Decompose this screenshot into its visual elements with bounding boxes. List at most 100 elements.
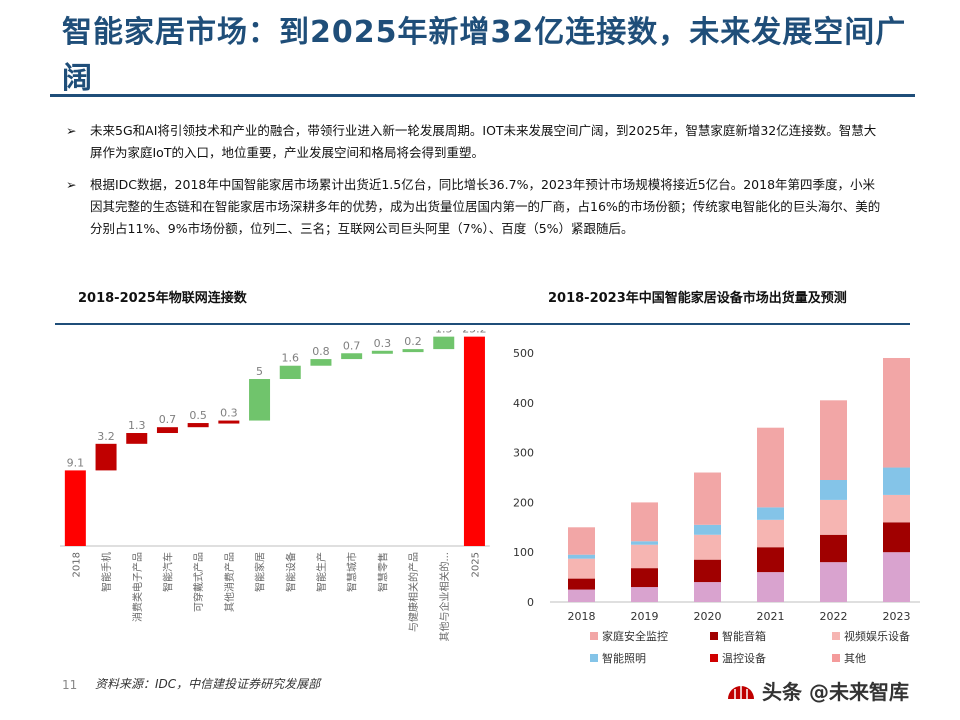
arrow-bullet-icon: ➢: [66, 123, 77, 138]
stacked-bar-segment: [568, 558, 595, 579]
waterfall-chart-title: 2018-2025年物联网连接数: [78, 291, 247, 306]
stacked-bar-segment: [820, 499, 847, 535]
x-tick-label: 2021: [757, 610, 785, 623]
x-tick-label: 智能家居: [254, 552, 267, 592]
logo-icon: [728, 685, 754, 699]
data-label: 9.1: [67, 456, 85, 469]
data-label: 0.7: [159, 413, 177, 426]
data-label: 0.3: [220, 407, 238, 420]
bullet-text: 根据IDC数据，2018年中国智能家居市场累计出货近1.5亿台，同比增长36.7…: [90, 177, 881, 236]
stacked-bar-segment: [694, 472, 721, 525]
title-divider: [50, 94, 915, 97]
x-tick-label: 2019: [631, 610, 659, 623]
stacked-bar-segment: [820, 562, 847, 602]
stacked-bar-segment: [631, 587, 658, 602]
bullet-item: ➢ 未来5G和AI将引领技术和产业的融合，带领行业进入新一轮发展周期。IOT未来…: [66, 120, 886, 164]
y-tick-label: 500: [513, 347, 534, 360]
watermark-text: 头条 @未来智库: [762, 680, 909, 704]
data-label: 1.5: [435, 330, 453, 336]
waterfall-bar: [249, 379, 271, 421]
y-tick-label: 300: [513, 447, 534, 460]
stacked-bar-segment: [757, 507, 784, 520]
waterfall-bar: [310, 359, 332, 366]
waterfall-bar: [371, 350, 393, 354]
stacked-bar-segment: [883, 357, 910, 468]
data-label: 0.2: [404, 335, 422, 348]
stacked-bar-segment: [631, 544, 658, 569]
waterfall-bar: [95, 443, 117, 471]
x-tick-label: 其他与企业相关的...: [438, 552, 451, 642]
bullet-list: ➢ 未来5G和AI将引领技术和产业的融合，带领行业进入新一轮发展周期。IOT未来…: [66, 120, 886, 250]
legend-label: 家庭安全监控: [602, 629, 668, 643]
legend-swatch: [710, 632, 718, 640]
stacked-bar-chart: 0 100 200 300 400 500 2018 2019 2020 2021 2022 2023…: [513, 347, 920, 665]
waterfall-bar: [341, 353, 363, 360]
stacked-bar-segment: [820, 479, 847, 500]
stacked-bar-segment: [883, 494, 910, 523]
stacked-bar-segment: [631, 502, 658, 542]
waterfall-bar: [463, 336, 485, 546]
x-tick-label: 2020: [694, 610, 722, 623]
x-tick-label: 智能汽车: [161, 552, 174, 592]
waterfall-bar: [433, 336, 455, 350]
legend-label: 智能照明: [602, 651, 646, 665]
data-label: 25.2: [462, 330, 487, 336]
waterfall-bar: [218, 420, 240, 424]
stacked-bar-segment: [694, 524, 721, 535]
legend-swatch: [710, 654, 718, 662]
x-tick-label: 消费类电子产品: [131, 552, 144, 622]
legend-label: 智能音箱: [722, 629, 766, 643]
waterfall-bar: [402, 349, 424, 353]
waterfall-bar: [279, 365, 301, 380]
stacked-chart-title: 2018-2023年中国智能家居设备市场出货量及预测: [548, 291, 847, 306]
stacked-bar-segment: [568, 589, 595, 602]
x-tick-label: 可穿戴式产品: [192, 552, 205, 612]
stacked-bar-segment: [757, 547, 784, 573]
stacked-bar-segment: [694, 582, 721, 602]
x-tick-label: 智能生产: [315, 552, 328, 592]
stacked-bar-segment: [883, 552, 910, 602]
stacked-bar-segment: [568, 554, 595, 559]
y-tick-label: 100: [513, 546, 534, 559]
waterfall-bar: [126, 433, 148, 444]
data-label: 0.5: [189, 409, 207, 422]
watermark: 头条 @未来智库: [726, 676, 909, 705]
stacked-bar-segment: [568, 578, 595, 590]
data-label: 0.8: [312, 345, 330, 358]
arrow-bullet-icon: ➢: [66, 177, 77, 192]
x-tick-label: 2018: [568, 610, 596, 623]
stacked-bar-segment: [694, 559, 721, 583]
x-tick-label: 2023: [883, 610, 911, 623]
data-label: 0.7: [343, 339, 361, 352]
legend-swatch: [832, 632, 840, 640]
bullet-item: ➢ 根据IDC数据，2018年中国智能家居市场累计出货近1.5亿台，同比增长36…: [66, 174, 886, 240]
data-label: 0.3: [374, 337, 392, 350]
legend-swatch: [590, 632, 598, 640]
y-tick-label: 0: [527, 596, 534, 609]
slide-title: 智能家居市场：到2025年新增32亿连接数，未来发展空间广阔: [62, 15, 907, 96]
stacked-bar-segment: [757, 519, 784, 548]
y-tick-label: 400: [513, 397, 534, 410]
stacked-bar-segment: [820, 400, 847, 480]
stacked-bar-segment: [757, 427, 784, 508]
waterfall-chart: 9.1 2018 3.2 智能手机 1.3 消费类电子产品 0.7 智能汽车 0.5 可穿戴式产品…: [60, 330, 490, 642]
legend-label: 视频娱乐设备: [844, 629, 910, 643]
data-label: 3.2: [97, 430, 115, 443]
stacked-bar-segment: [568, 527, 595, 555]
stacked-bar-segment: [694, 534, 721, 560]
x-tick-label: 2022: [820, 610, 848, 623]
x-tick-label: 其他消费产品: [223, 552, 236, 612]
x-tick-label: 智慧零售: [376, 552, 389, 592]
stacked-bar-segment: [757, 572, 784, 602]
x-tick-label: 智能手机: [100, 552, 113, 592]
data-label: 1.3: [128, 419, 146, 432]
data-label: 5: [256, 365, 263, 378]
data-label: 1.6: [282, 352, 300, 365]
waterfall-bar: [156, 427, 178, 434]
legend-label: 其他: [844, 652, 866, 665]
chart-divider: [55, 323, 910, 325]
x-tick-label: 智能设备: [284, 552, 297, 592]
source-footnote: 资料来源：IDC，中信建投证券研究发展部: [95, 677, 321, 691]
legend-swatch: [832, 654, 840, 662]
x-tick-label: 2018: [71, 552, 82, 577]
